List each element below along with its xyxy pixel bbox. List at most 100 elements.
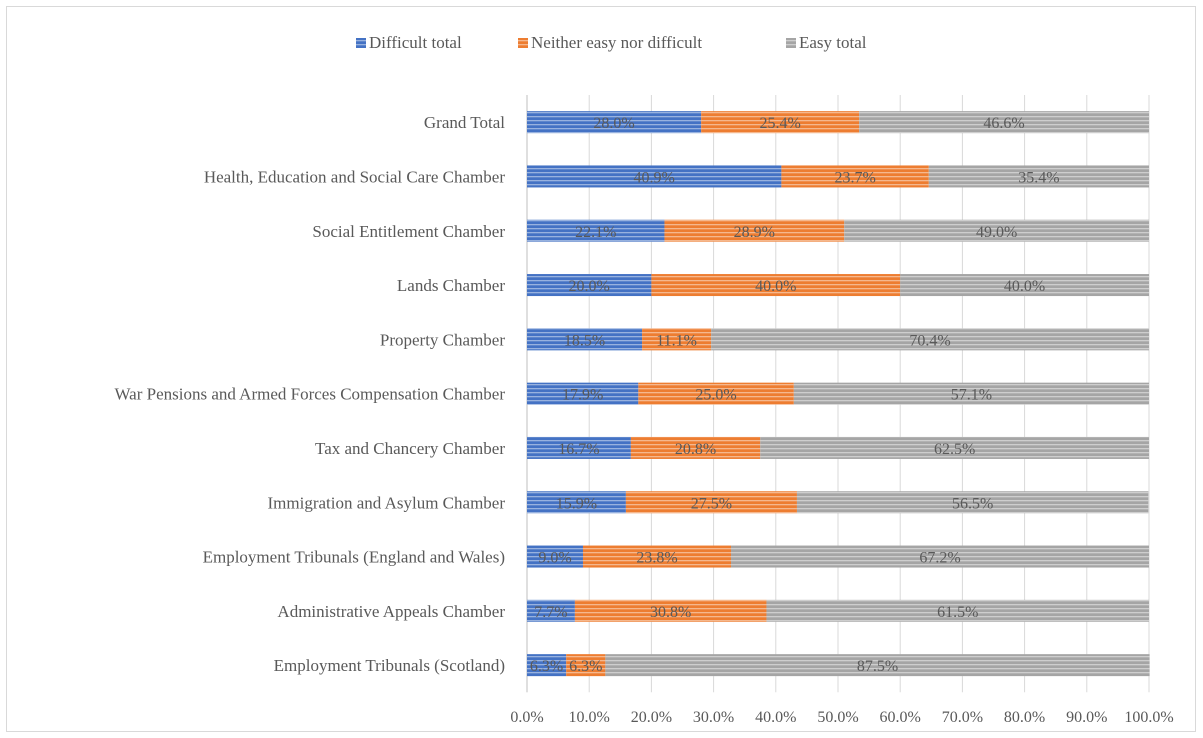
data-label: 35.4% <box>1018 169 1059 186</box>
bar-stripes <box>527 382 639 405</box>
tick-label: 20.0% <box>631 709 672 726</box>
bar-stripes <box>630 436 761 459</box>
data-label: 56.5% <box>952 495 993 512</box>
bar-stripes <box>781 165 929 188</box>
data-label: 25.4% <box>759 115 800 132</box>
category-label: Administrative Appeals Chamber <box>277 602 505 621</box>
data-label: 28.0% <box>593 115 634 132</box>
data-label: 7.7% <box>534 604 567 621</box>
legend-label: Easy total <box>799 33 867 52</box>
category-label: War Pensions and Armed Forces Compensati… <box>114 385 505 404</box>
bar-stripes <box>928 165 1149 188</box>
bars <box>527 111 1150 677</box>
bar-stripes <box>859 111 1149 134</box>
legend-swatch-stripes <box>786 38 796 48</box>
data-label: 57.1% <box>951 387 992 404</box>
bar-stripes <box>527 545 583 568</box>
bar-stripes <box>651 274 901 297</box>
data-label: 40.0% <box>755 278 796 295</box>
legend: Difficult total Neither easy nor difficul… <box>356 33 867 52</box>
legend-label: Neither easy nor difficult <box>531 33 702 52</box>
tick-label: 30.0% <box>693 709 734 726</box>
bar-stripes <box>527 219 665 242</box>
data-label: 27.5% <box>691 495 732 512</box>
data-label: 61.5% <box>937 604 978 621</box>
bar-stripes <box>527 599 575 622</box>
bar-stripes <box>527 654 567 677</box>
tick-label: 70.0% <box>942 709 983 726</box>
bar-stripes <box>711 328 1149 351</box>
bar-stripes <box>638 382 794 405</box>
data-label: 15.9% <box>556 495 597 512</box>
data-label: 28.9% <box>734 224 775 241</box>
legend-swatch-stripes <box>356 38 366 48</box>
data-label: 70.4% <box>909 332 950 349</box>
bar-stripes <box>527 165 782 188</box>
bar-stripes <box>701 111 860 134</box>
data-label: 6.3% <box>569 658 602 675</box>
category-label: Grand Total <box>424 113 505 132</box>
data-labels: 28.0% 25.4% 46.6% 40.9% 23.7% 35.4% 22.1% 28.9%… <box>530 115 1060 675</box>
bar-stripes <box>731 545 1149 568</box>
data-label: 23.7% <box>834 169 875 186</box>
data-label: 67.2% <box>919 550 960 567</box>
tick-label: 90.0% <box>1066 709 1107 726</box>
bar-stripes <box>642 328 712 351</box>
bar-stripes <box>760 436 1149 459</box>
data-label: 20.0% <box>569 278 610 295</box>
category-label: Employment Tribunals (Scotland) <box>274 656 505 675</box>
bar-stripes <box>796 491 1149 514</box>
tick-label: 60.0% <box>880 709 921 726</box>
data-label: 23.8% <box>636 550 677 567</box>
category-axis: Grand Total Health, Education and Social … <box>114 113 505 675</box>
tick-label: 40.0% <box>755 709 796 726</box>
bar-stripes <box>574 599 767 622</box>
bar-stripes <box>527 436 631 459</box>
category-label: Property Chamber <box>380 330 505 349</box>
data-label: 49.0% <box>976 224 1017 241</box>
data-label: 16.7% <box>558 441 599 458</box>
data-label: 40.9% <box>634 169 675 186</box>
data-label: 30.8% <box>650 604 691 621</box>
bar-stripes <box>844 219 1149 242</box>
tick-label: 80.0% <box>1004 709 1045 726</box>
category-label: Employment Tribunals (England and Wales) <box>203 548 505 567</box>
tick-label: 50.0% <box>817 709 858 726</box>
bar-stripes <box>527 328 643 351</box>
bar-stripes <box>766 599 1149 622</box>
data-label: 22.1% <box>575 224 616 241</box>
data-label: 87.5% <box>857 658 898 675</box>
data-label: 17.9% <box>562 387 603 404</box>
bar-stripes <box>566 654 606 677</box>
tick-label: 10.0% <box>569 709 610 726</box>
value-axis: 0.0% 10.0% 20.0% 30.0% 40.0% 50.0% 60.0% 70.0% 8… <box>510 709 1173 726</box>
tick-label: 0.0% <box>510 709 543 726</box>
bar-stripes <box>605 654 1150 677</box>
data-label: 11.1% <box>656 332 697 349</box>
category-label: Immigration and Asylum Chamber <box>268 493 506 512</box>
data-label: 40.0% <box>1004 278 1045 295</box>
legend-swatch-stripes <box>518 38 528 48</box>
category-label: Social Entitlement Chamber <box>312 222 505 241</box>
bar-stripes <box>527 274 652 297</box>
data-label: 6.3% <box>530 658 563 675</box>
bar-stripes <box>664 219 845 242</box>
data-label: 46.6% <box>983 115 1024 132</box>
bar-stripes <box>625 491 797 514</box>
data-label: 9.0% <box>538 550 571 567</box>
bar-stripes <box>527 491 626 514</box>
category-label: Health, Education and Social Care Chambe… <box>204 167 506 186</box>
bar-stripes <box>582 545 732 568</box>
data-label: 18.5% <box>564 332 605 349</box>
category-label: Lands Chamber <box>397 276 505 295</box>
legend-label: Difficult total <box>369 33 462 52</box>
data-label: 25.0% <box>695 387 736 404</box>
category-label: Tax and Chancery Chamber <box>315 439 505 458</box>
bar-stripes <box>793 382 1149 405</box>
data-label: 20.8% <box>675 441 716 458</box>
bar-stripes <box>527 111 702 134</box>
bar-stripes <box>900 274 1149 297</box>
tick-label: 100.0% <box>1124 709 1173 726</box>
data-label: 62.5% <box>934 441 975 458</box>
